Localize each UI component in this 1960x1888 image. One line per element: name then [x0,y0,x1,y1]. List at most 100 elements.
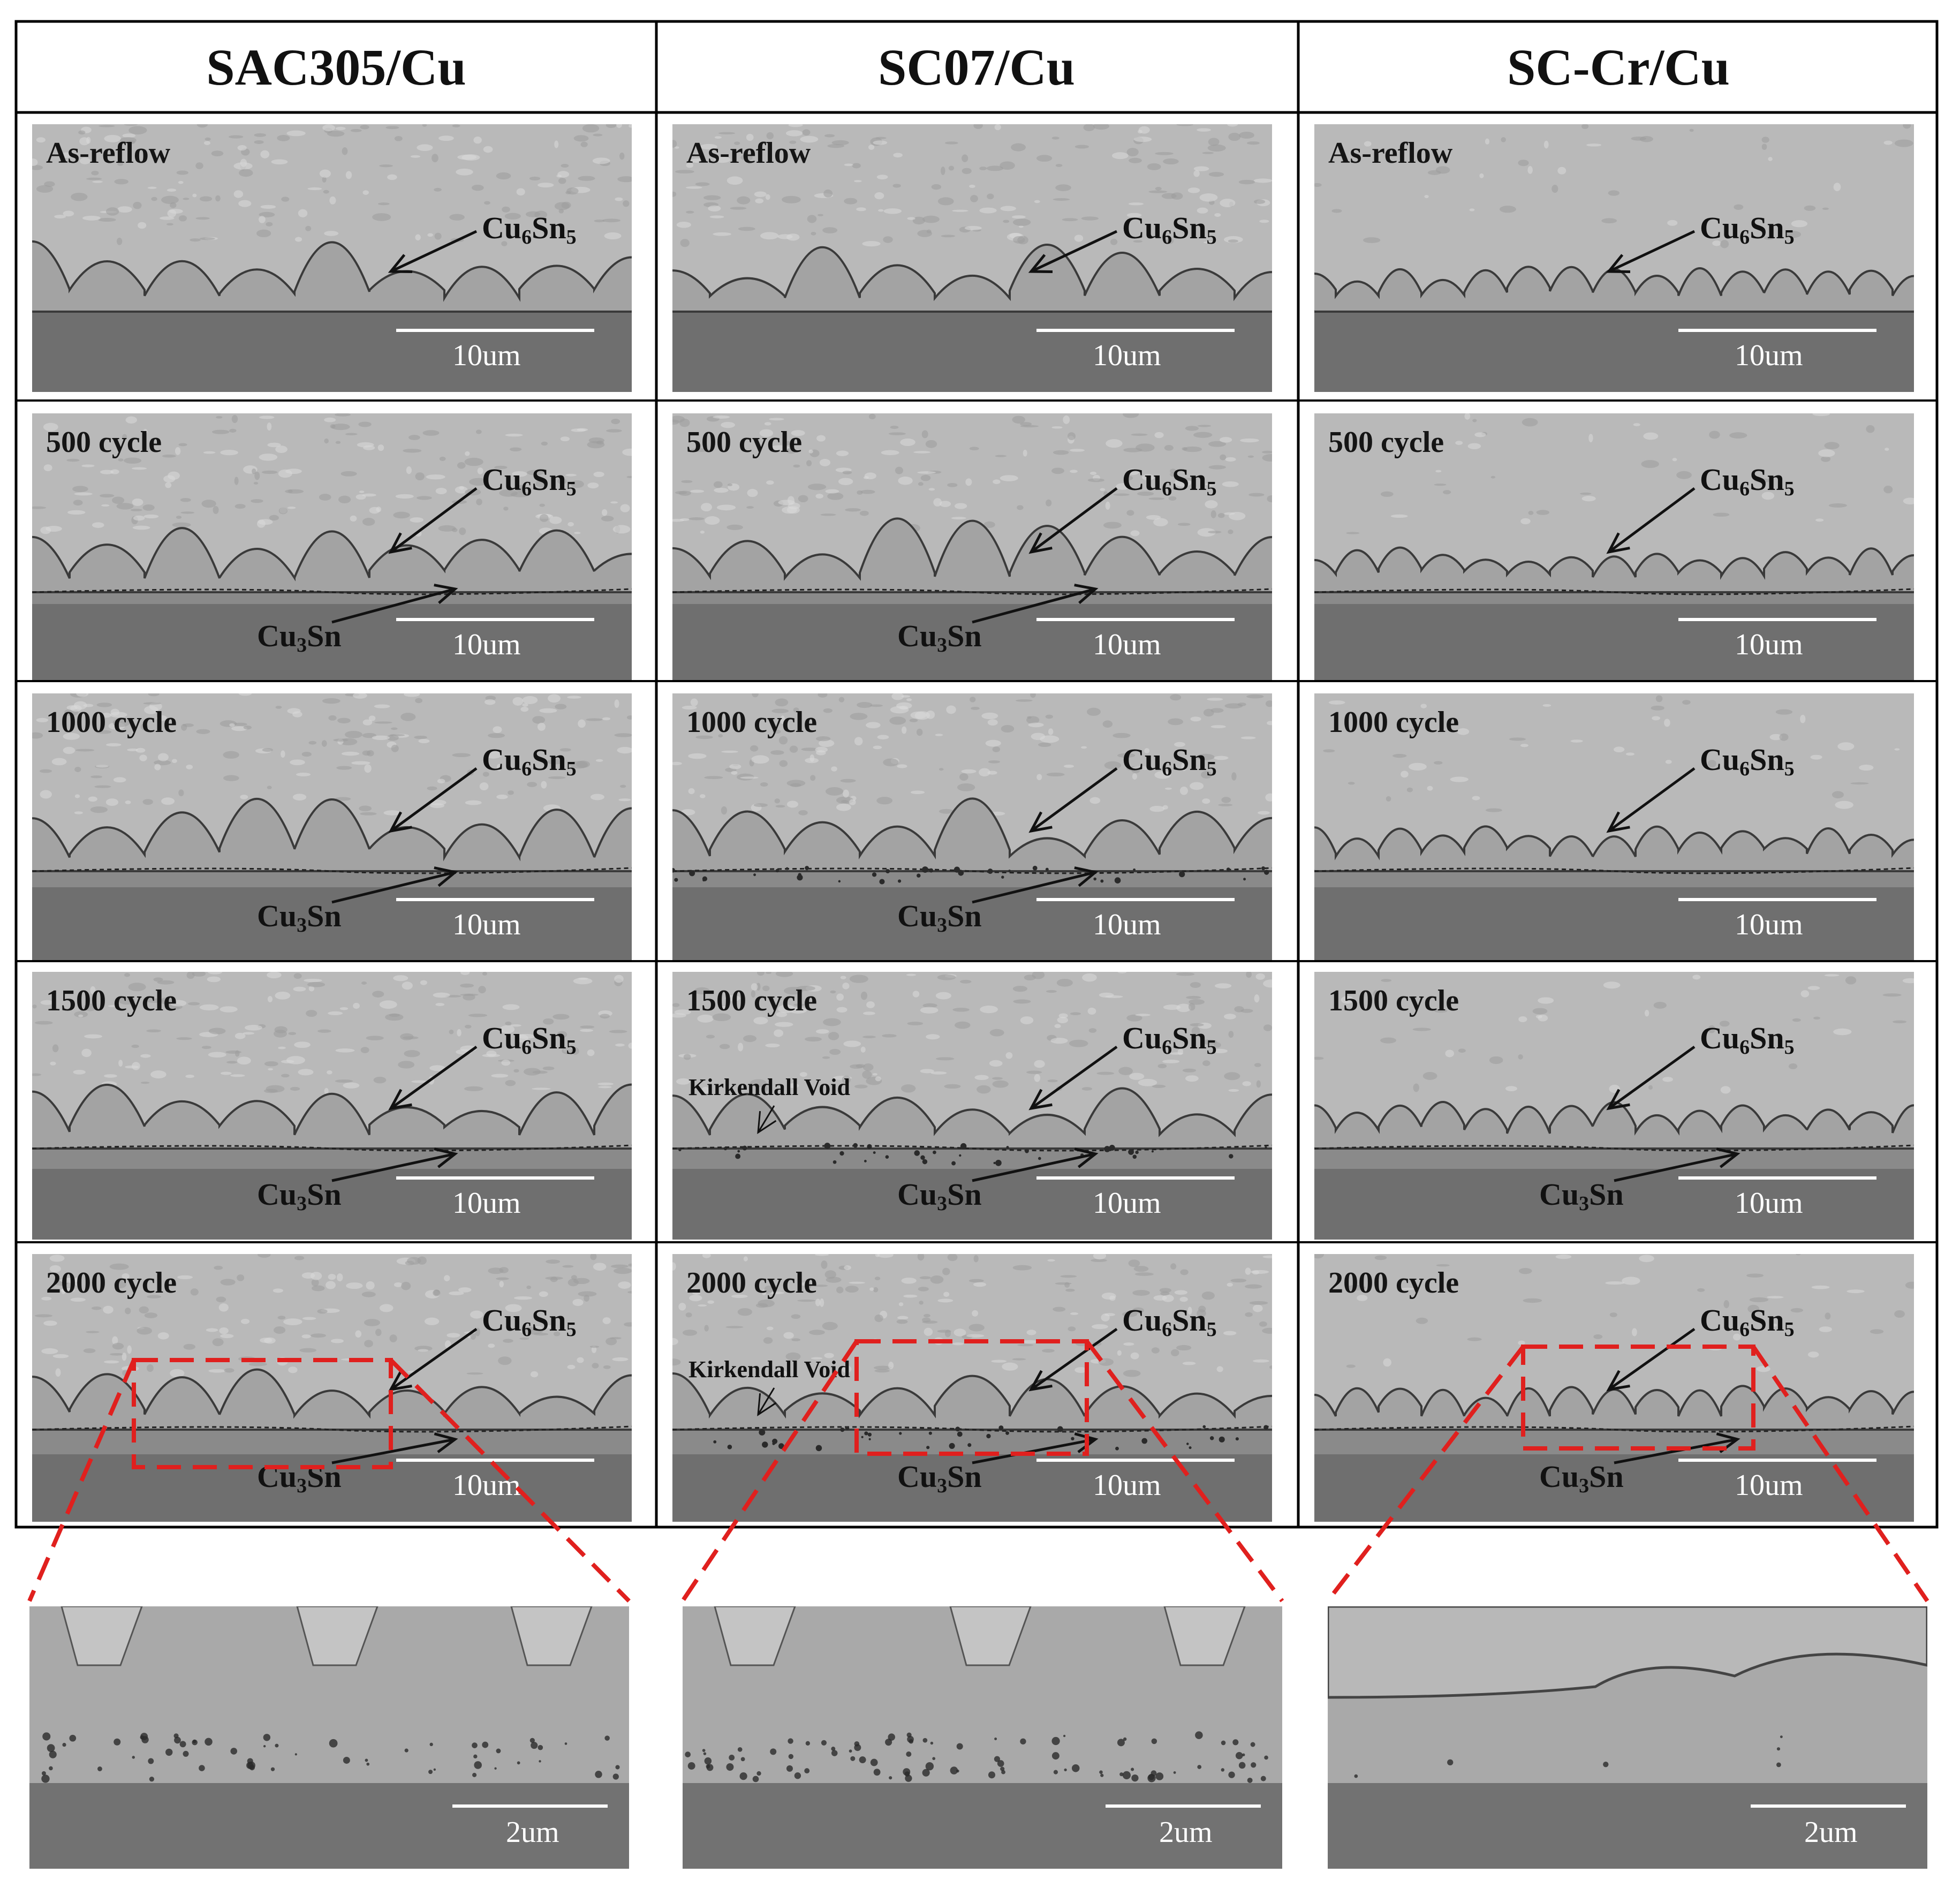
formula-subscript: 6 [521,478,532,500]
formula-subscript: 5 [1206,1036,1217,1059]
formula-text: Sn [1589,1459,1624,1494]
formula-subscript: 5 [1784,758,1795,780]
scale-bar [1678,329,1876,332]
scale-bar [1106,1804,1261,1808]
formula-subscript: 3 [937,634,948,656]
cu6sn5-label: Cu6Sn5 [1122,210,1217,249]
formula-subscript: 5 [566,478,577,500]
formula-text: Sn [1750,210,1784,245]
formula-subscript: 6 [521,1036,532,1059]
formula-text: Cu [482,210,522,245]
sem-micrograph: 1500 cycle 10um Cu6Sn5 Cu3Sn Kirkendall Void [672,972,1272,1240]
formula-subscript: 6 [1739,758,1750,780]
cu3sn-label: Cu3Sn [257,898,342,937]
formula-subscript: 6 [1162,478,1172,500]
cu6sn5-label: Cu6Sn5 [482,210,577,249]
formula-text: Sn [1750,1021,1784,1055]
cu3sn-label: Cu3Sn [897,1459,982,1498]
scale-bar [396,329,594,332]
cu6sn5-label: Cu6Sn5 [1122,1302,1217,1341]
sem-micrograph: As-reflow 10um Cu6Sn5 [1314,124,1914,392]
cu3sn-label: Cu3Sn [897,618,982,657]
cu6sn5-label: Cu6Sn5 [1700,1020,1795,1059]
zoomed-image [683,1606,1282,1869]
scale-label: 10um [452,1469,521,1502]
formula-subscript: 6 [1739,1036,1750,1059]
formula-subscript: 6 [521,226,532,248]
row-label: 1000 cycle [686,706,818,739]
row-label: As-reflow [686,137,811,170]
scale-label: 2um [1159,1816,1213,1849]
scale-label: 10um [1735,1187,1803,1220]
row-label: 500 cycle [46,426,162,459]
formula-text: Cu [482,1021,522,1055]
cu3sn-label: Cu3Sn [257,1176,342,1215]
row-label: 2000 cycle [1328,1266,1459,1300]
cu6sn5-label: Cu6Sn5 [1122,462,1217,501]
scale-label: 10um [1735,339,1803,372]
formula-text: Sn [947,618,982,653]
row-label: 500 cycle [686,426,803,459]
formula-text: Cu [1700,1021,1740,1055]
formula-subscript: 5 [566,226,577,248]
row-label: 1500 cycle [686,984,818,1017]
cu6sn5-label: Cu6Sn5 [482,462,577,501]
formula-subscript: 5 [1206,758,1217,780]
scale-label: 10um [452,1187,521,1220]
cu6sn5-label: Cu6Sn5 [482,742,577,781]
formula-subscript: 5 [1206,478,1217,500]
cu3sn-label: Cu3Sn [897,1176,982,1215]
row-label: As-reflow [1328,137,1453,170]
scale-label: 10um [452,908,521,941]
formula-subscript: 5 [566,1036,577,1059]
formula-text: Cu [1122,742,1162,777]
sem-micrograph: 500 cycle 10um Cu6Sn5 [1314,413,1914,681]
scale-bar [396,1459,594,1462]
formula-subscript: 5 [1206,226,1217,248]
formula-subscript: 6 [1162,1036,1172,1059]
sem-micrograph: As-reflow 10um Cu6Sn5 [32,124,632,392]
sem-micrograph: 1000 cycle 10um Cu6Sn5 Cu3Sn [32,693,632,961]
zoomed-micrograph: 2um [29,1606,629,1869]
formula-text: Sn [947,1177,982,1212]
sem-micrograph: 2000 cycle 10um Cu6Sn5 Cu3Sn [32,1254,632,1522]
formula-subscript: 3 [297,1475,307,1497]
formula-text: Cu [897,1177,937,1212]
formula-text: Cu [1122,462,1162,497]
cu3sn-label: Cu3Sn [257,1459,342,1498]
sem-micrograph: 1000 cycle 10um Cu6Sn5 Cu3Sn [672,693,1272,961]
kirkendall-void-label: Kirkendall Void [688,1356,851,1383]
sem-micrograph: 1500 cycle 10um Cu6Sn5 Cu3Sn [1314,972,1914,1240]
cu6sn5-label: Cu6Sn5 [1122,1020,1217,1059]
scale-bar [1036,618,1235,621]
formula-subscript: 6 [1739,226,1750,248]
formula-subscript: 3 [297,634,307,656]
formula-subscript: 3 [1579,1192,1590,1215]
formula-text: Cu [897,618,937,653]
formula-text: Cu [1122,210,1162,245]
sem-micrograph: 500 cycle 10um Cu6Sn5 Cu3Sn [32,413,632,681]
formula-text: Cu [1700,462,1740,497]
formula-subscript: 3 [937,1192,948,1215]
scale-label: 10um [1735,628,1803,661]
row-label: 1000 cycle [1328,706,1459,739]
scale-bar [396,898,594,901]
formula-subscript: 6 [1162,758,1172,780]
formula-text: Cu [257,618,297,653]
zoomed-image [1328,1606,1927,1869]
cu3sn-label: Cu3Sn [257,618,342,657]
scale-label: 10um [1735,1469,1803,1502]
scale-label: 10um [452,339,521,372]
scale-bar [1036,898,1235,901]
sem-micrograph: 500 cycle 10um Cu6Sn5 Cu3Sn [672,413,1272,681]
formula-text: Cu [1700,210,1740,245]
row-label: 500 cycle [1328,426,1444,459]
formula-subscript: 5 [1206,1318,1217,1341]
formula-subscript: 5 [566,758,577,780]
formula-text: Sn [1589,1177,1624,1212]
formula-text: Sn [947,1459,982,1494]
row-label: 1000 cycle [46,706,177,739]
formula-text: Sn [1750,742,1784,777]
formula-text: Cu [1700,742,1740,777]
